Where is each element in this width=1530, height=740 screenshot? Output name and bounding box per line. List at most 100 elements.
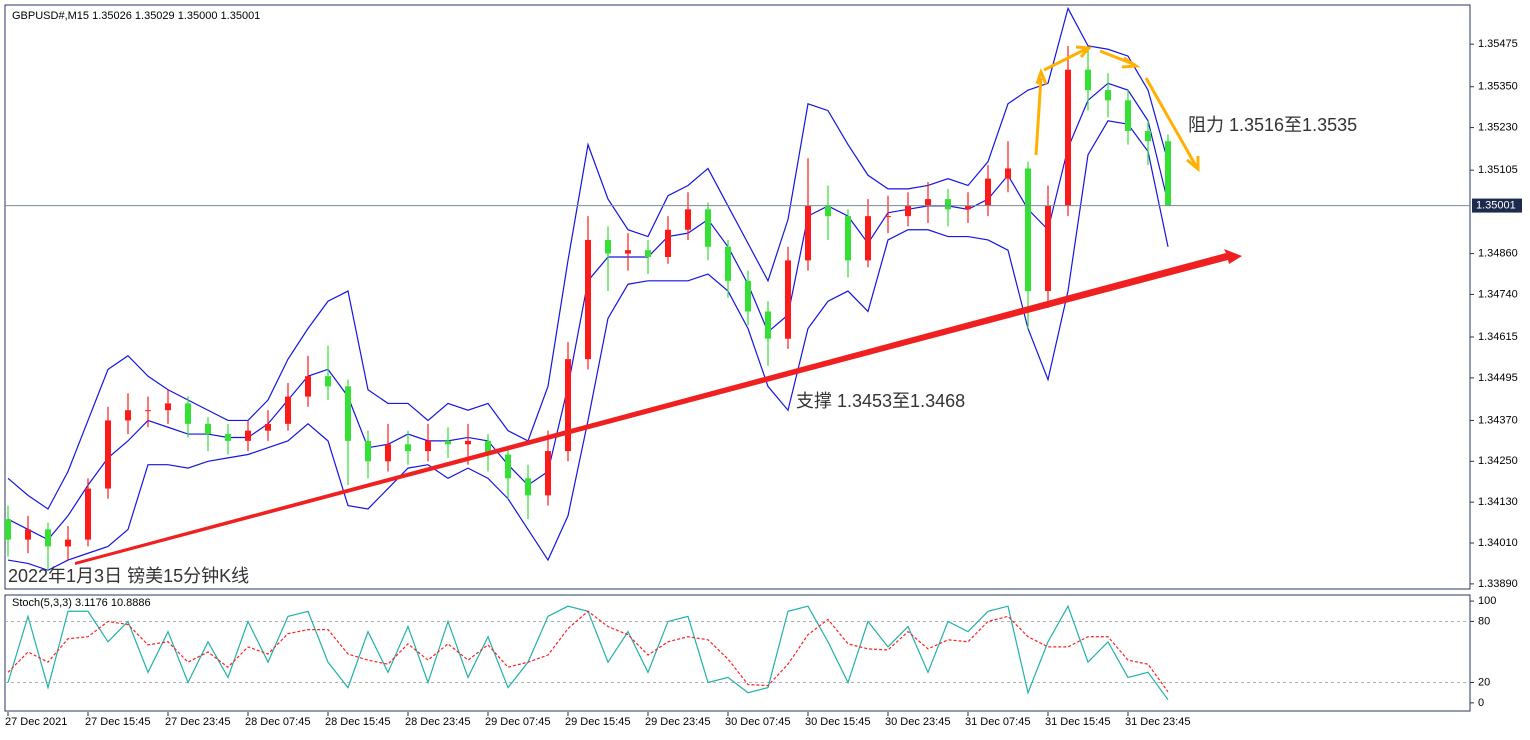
y-tick-label: 1.35350 (1478, 81, 1518, 93)
x-tick-label: 31 Dec 15:45 (1045, 716, 1110, 728)
candle-body (1125, 100, 1131, 131)
x-tick-label: 27 Dec 23:45 (165, 716, 230, 728)
arrow (1075, 45, 1093, 58)
bollinger-band (7, 120, 1169, 571)
candle-body (305, 376, 311, 397)
candle-body (825, 205, 831, 217)
candle-body (1025, 168, 1031, 292)
support-trend-arrow (75, 249, 1242, 565)
bollinger-band (7, 6, 1169, 510)
y-tick-label: 1.34495 (1478, 372, 1518, 384)
current-price-box (1472, 198, 1522, 213)
candle-body (105, 420, 111, 489)
x-tick-label: 30 Dec 15:45 (805, 716, 870, 728)
candle-body (985, 178, 991, 206)
candle-body (345, 386, 351, 441)
y-tick-label: 1.34860 (1478, 247, 1518, 259)
candle-body (1145, 130, 1151, 142)
candle-body (65, 539, 71, 547)
x-tick-label: 28 Dec 15:45 (325, 716, 390, 728)
candle-body (845, 216, 851, 261)
candle-body (45, 529, 51, 547)
x-tick-label: 30 Dec 07:45 (725, 716, 790, 728)
plot-frame (4, 594, 1471, 712)
stochastic-line (7, 610, 1169, 693)
arrow (1034, 77, 1043, 156)
candle-body (625, 250, 631, 254)
candle-body (445, 440, 451, 445)
arrow (1144, 77, 1198, 167)
x-tick-label: 29 Dec 07:45 (485, 716, 550, 728)
candle-body (765, 311, 771, 339)
y-tick-label: 1.34370 (1478, 414, 1518, 426)
y-tick-label: 1.33890 (1478, 578, 1518, 590)
resistance-annotation: 阻力 1.3516至1.3535 (1188, 115, 1357, 135)
candle-body (225, 434, 231, 441)
y-tick-label: 1.34615 (1478, 331, 1518, 343)
arrow (1043, 47, 1087, 72)
candle-body (725, 246, 731, 281)
candle-body (85, 488, 91, 540)
candle-body (805, 205, 811, 261)
y-tick-label: 100 (1478, 595, 1496, 607)
candle-body (905, 205, 911, 217)
candle-body (1165, 141, 1171, 206)
candle-body (645, 250, 651, 257)
x-tick-label: 31 Dec 23:45 (1125, 716, 1190, 728)
x-tick-label: 27 Dec 15:45 (85, 716, 150, 728)
candle-body (325, 376, 331, 387)
candle-body (125, 410, 131, 421)
y-tick-label: 1.34250 (1478, 455, 1518, 467)
candle-body (1105, 90, 1111, 101)
candle-body (665, 229, 671, 257)
candle-body (465, 440, 471, 445)
x-tick-label: 28 Dec 07:45 (245, 716, 310, 728)
y-tick-label: 1.35475 (1478, 38, 1518, 50)
y-tick-label: 1.35230 (1478, 121, 1518, 133)
candle-body (205, 423, 211, 435)
candle-body (265, 423, 271, 431)
trend-annotations: 阻力 1.3516至1.3535 支撑 1.3453至1.3468 2022年1… (8, 45, 1357, 586)
candle-body (965, 205, 971, 210)
x-tick-label: 27 Dec 2021 (5, 716, 67, 728)
x-tick-label: 30 Dec 23:45 (885, 716, 950, 728)
x-tick-label: 28 Dec 23:45 (405, 716, 470, 728)
resistance-arrows (1034, 45, 1200, 173)
candle-body (685, 209, 691, 230)
candle-body (245, 430, 251, 441)
candle-body (1045, 205, 1051, 292)
candle-body (945, 199, 951, 210)
current-price-label: 1.35001 (1476, 199, 1516, 211)
main-layer: 1.33890 1.34010 1.34130 1.34250 1.34370 1.344… (4, 4, 1522, 728)
chart-caption: 2022年1月3日 镑美15分钟K线 (8, 566, 249, 586)
y-tick-label: 80 (1478, 615, 1490, 627)
candle-body (705, 209, 711, 247)
candle-body (385, 444, 391, 462)
candle-body (1065, 69, 1071, 206)
arrow (1186, 156, 1200, 173)
candle-body (1085, 69, 1091, 91)
candle-body (865, 216, 871, 261)
y-tick-label: 1.34740 (1478, 288, 1518, 300)
candle-body (185, 403, 191, 424)
support-annotation: 支撑 1.3453至1.3468 (796, 391, 965, 411)
candle-body (1005, 168, 1011, 179)
candle-body (5, 519, 11, 540)
chart-title: GBPUSD#,M15 1.35026 1.35029 1.35000 1.35… (12, 10, 260, 22)
candle-body (585, 239, 591, 360)
candle-body (25, 529, 31, 540)
plot-frame (4, 4, 1471, 590)
candle-body (485, 440, 491, 455)
candle-body (165, 403, 171, 411)
x-tick-label: 29 Dec 23:45 (645, 716, 710, 728)
y-tick-label: 1.34130 (1478, 496, 1518, 508)
candle-body (565, 359, 571, 452)
candle-body (605, 239, 611, 254)
candle-body (525, 478, 531, 496)
candle-body (425, 440, 431, 452)
arrow (1035, 67, 1048, 85)
candle-body (785, 260, 791, 339)
